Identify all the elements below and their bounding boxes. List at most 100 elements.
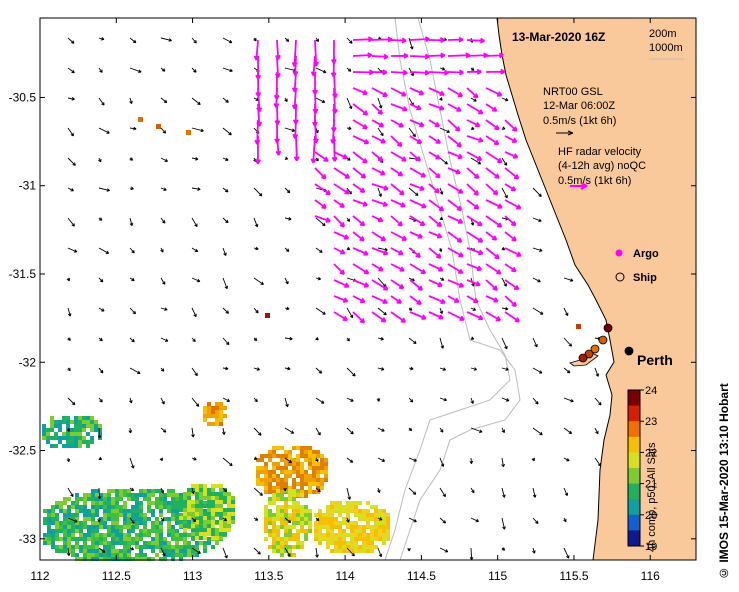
sst-pixel bbox=[338, 505, 342, 509]
sst-pixel bbox=[296, 509, 300, 513]
x-tick-label: 112.5 bbox=[102, 569, 131, 583]
sst-pixel bbox=[338, 533, 342, 537]
sst-pixel bbox=[147, 493, 151, 497]
model-arrow bbox=[98, 217, 103, 221]
sst-pixel bbox=[276, 513, 280, 517]
x-tick-label: 113.5 bbox=[254, 569, 283, 583]
radar-arrow bbox=[409, 199, 427, 209]
radar-arrow bbox=[390, 52, 409, 59]
sst-pixel bbox=[284, 521, 288, 525]
model-arrow bbox=[222, 397, 231, 402]
sst-pixel bbox=[83, 553, 87, 557]
model-arrow bbox=[408, 127, 416, 138]
sst-pixel bbox=[338, 501, 342, 505]
sst-pixel bbox=[308, 458, 312, 462]
model-arrow bbox=[222, 427, 226, 435]
colorbar-swatch bbox=[628, 405, 640, 422]
sst-pixel bbox=[354, 513, 358, 517]
model-arrow bbox=[191, 397, 200, 407]
sst-pixel bbox=[284, 489, 288, 493]
sst-pixel bbox=[115, 497, 119, 501]
sst-pixel bbox=[223, 414, 227, 418]
sst-pixel bbox=[103, 533, 107, 537]
radar-arrow bbox=[485, 263, 502, 275]
sst-pixel bbox=[95, 501, 99, 505]
sst-pixel bbox=[87, 537, 91, 541]
model-arrow bbox=[129, 186, 134, 191]
model-arrow bbox=[67, 337, 71, 341]
sst-pixel bbox=[215, 508, 219, 512]
sst-pixel bbox=[163, 549, 167, 553]
sst-pixel bbox=[296, 458, 300, 462]
sst-pixel bbox=[127, 557, 131, 561]
sst-pixel bbox=[155, 533, 159, 537]
sst-pixel bbox=[75, 545, 79, 549]
sst-pixel bbox=[292, 545, 296, 549]
sst-pixel bbox=[107, 553, 111, 557]
sst-pixel bbox=[272, 541, 276, 545]
sst-pixel bbox=[195, 508, 199, 512]
sst-pixel bbox=[179, 549, 183, 553]
sst-pixel bbox=[143, 517, 147, 521]
sst-pixel bbox=[119, 505, 123, 509]
sst-pixel bbox=[91, 549, 95, 553]
sst-pixel bbox=[171, 501, 175, 505]
sst-pixel bbox=[111, 509, 115, 513]
sst-pixel bbox=[131, 497, 135, 501]
sst-pixel bbox=[74, 428, 78, 432]
sst-pixel bbox=[83, 537, 87, 541]
sst-pixel bbox=[207, 414, 211, 418]
radar-arrow bbox=[447, 151, 463, 160]
sst-pixel bbox=[338, 549, 342, 553]
model-arrow bbox=[501, 367, 509, 371]
radar-arrow bbox=[352, 151, 368, 164]
sst-pixel bbox=[66, 432, 70, 436]
colorbar-tick-label: 24 bbox=[645, 385, 657, 397]
sst-pixel bbox=[334, 537, 338, 541]
radar-arrow bbox=[314, 167, 327, 180]
radar-arrow bbox=[447, 167, 461, 175]
sst-pixel bbox=[163, 545, 167, 549]
sst-pixel bbox=[296, 513, 300, 517]
model-arrow bbox=[377, 97, 383, 109]
model-arrow bbox=[501, 126, 506, 130]
sst-pixel bbox=[280, 482, 284, 486]
sst-pixel bbox=[163, 497, 167, 501]
model-arrow bbox=[284, 156, 289, 160]
sst-pixel bbox=[79, 529, 83, 533]
model-arrow bbox=[284, 187, 291, 194]
model-arrow bbox=[159, 457, 163, 462]
sst-pixel bbox=[211, 484, 215, 488]
sst-pixel bbox=[292, 509, 296, 513]
sst-pixel bbox=[175, 549, 179, 553]
sst-pixel bbox=[55, 533, 59, 537]
sst-pixel bbox=[199, 516, 203, 520]
isobath-200m bbox=[394, 17, 521, 561]
sst-pixel bbox=[66, 420, 70, 424]
sst-pixel bbox=[366, 525, 370, 529]
sst-pixel bbox=[304, 509, 308, 513]
sst-pixel bbox=[55, 517, 59, 521]
sst-pixel bbox=[86, 420, 90, 424]
model-arrow bbox=[160, 127, 167, 134]
sst-pixel bbox=[115, 517, 119, 521]
sst-pixel bbox=[276, 482, 280, 486]
model-arrow bbox=[532, 217, 542, 223]
sst-pixel bbox=[83, 533, 87, 537]
sst-pixel bbox=[131, 541, 135, 545]
sst-pixel bbox=[119, 557, 123, 561]
sst-pixel bbox=[159, 497, 163, 501]
sst-pixel bbox=[70, 420, 74, 424]
sst-pixel bbox=[300, 525, 304, 529]
sst-pixel bbox=[171, 505, 175, 509]
sst-pixel bbox=[159, 501, 163, 505]
sst-pixel bbox=[382, 537, 386, 541]
sst-pixel bbox=[276, 478, 280, 482]
sst-pixel bbox=[272, 470, 276, 474]
sst-pixel bbox=[300, 513, 304, 517]
sst-pixel bbox=[99, 537, 103, 541]
sst-pixel bbox=[90, 416, 94, 420]
radar-label-line-3: 0.5m/s (1kt 6h) bbox=[558, 175, 631, 187]
model-arrow bbox=[191, 547, 201, 554]
radar-arrow bbox=[390, 295, 402, 304]
